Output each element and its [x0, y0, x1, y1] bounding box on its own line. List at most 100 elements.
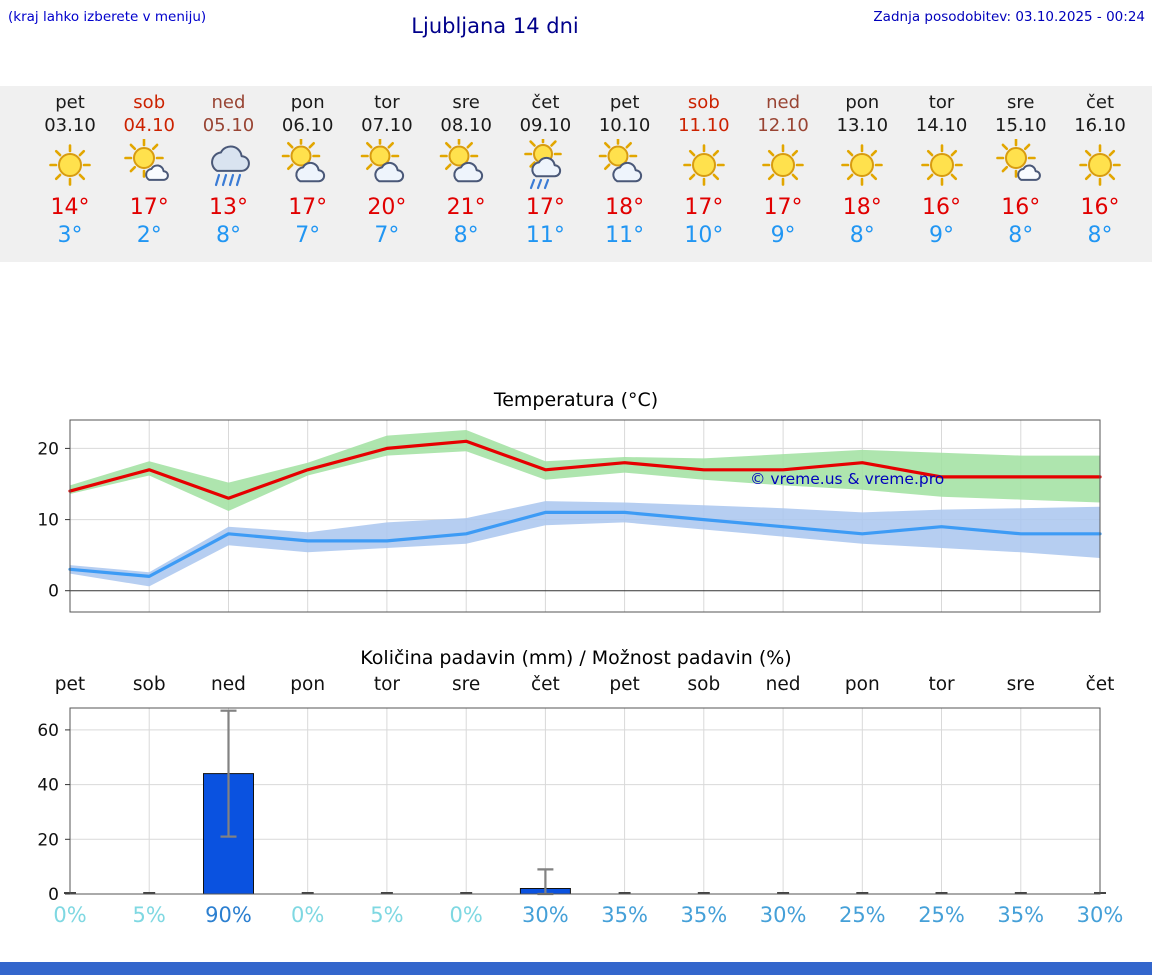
day-date: 15.10 [995, 114, 1047, 136]
day-high-temp: 18° [842, 195, 882, 220]
day-high-temp: 17° [129, 195, 169, 220]
precip-probability-row: 0% 5% 90% 0% 5% 0% 30% 35% 35% 30% 25% 25% 35% 30% [0, 903, 1152, 931]
precip-day-label: sob [687, 674, 721, 695]
forecast-day-10.10: pet 10.10 18° 11° [585, 92, 665, 248]
day-high-temp: 21° [446, 195, 486, 220]
sun-icon [30, 139, 110, 191]
day-name: pon [845, 92, 880, 113]
footer-bar [0, 962, 1152, 975]
day-name: pet [55, 92, 85, 113]
temp-y-tick-label: 0 [48, 582, 59, 602]
temperature-chart-title: Temperatura (°C) [493, 389, 659, 411]
precip-probability: 30% [759, 903, 807, 927]
sun-icon [822, 139, 902, 191]
min-temperature-range-band [70, 501, 1100, 587]
day-name: tor [374, 92, 400, 113]
forecast-day-04.10: sob 04.10 17° 2° [109, 92, 189, 248]
max-temperature-line [68, 439, 1102, 500]
precip-bar-zero [618, 892, 631, 894]
precip-bar-zero [697, 892, 710, 894]
sun-cloud-icon [268, 136, 348, 191]
precip-probability: 25% [918, 903, 965, 927]
precip-probability: 90% [205, 903, 252, 927]
rain-cloud-icon [188, 139, 268, 191]
precip-bar-zero [856, 892, 869, 894]
precip-bar-zero [143, 892, 156, 894]
day-high-temp: 16° [922, 195, 962, 220]
precip-day-label: ned [765, 674, 801, 695]
sun-cloud-icon [585, 136, 665, 191]
forecast-day-09.10: čet 09.10 17° 11° [505, 92, 585, 248]
temp-y-tick-label: 10 [37, 511, 59, 531]
precip-day-labels-row: pet sob ned pon tor sre čet pet sob ned pon tor sre č… [0, 674, 1152, 700]
precip-bar-zero [935, 892, 948, 894]
forecast-day-15.10: sre 15.10 16° 8° [981, 92, 1061, 248]
precip-y-tick-label: 20 [37, 830, 59, 850]
precip-error-bar [220, 709, 237, 838]
precip-day-label: pon [844, 674, 880, 695]
day-low-temp: 11° [605, 223, 645, 249]
precip-probability: 35% [997, 903, 1045, 927]
sun-cloud-icon [426, 136, 506, 191]
page-title: Ljubljana 14 dni [411, 14, 579, 38]
precip-probability: 5% [132, 903, 166, 927]
day-high-temp: 17° [684, 195, 724, 220]
sun-icon [743, 139, 823, 191]
precip-bar-zero [301, 892, 314, 894]
precip-bar-zero [1014, 892, 1027, 894]
precip-probability: 0% [53, 903, 87, 927]
day-low-temp: 7° [295, 223, 321, 249]
day-low-temp: 9° [929, 223, 955, 249]
precip-day-label: pet [609, 674, 640, 695]
min-temperature-line [68, 510, 1102, 578]
precip-probability: 35% [680, 903, 728, 927]
forecast-day-08.10: sre 08.10 21° 8° [426, 92, 506, 248]
sun-cloud-rain-icon [505, 135, 585, 191]
day-high-temp: 17° [288, 195, 328, 220]
day-name: sob [133, 92, 166, 113]
day-date: 09.10 [519, 114, 572, 136]
day-low-temp: 9° [770, 223, 796, 249]
day-date: 10.10 [598, 114, 651, 136]
forecast-day-11.10: sob 11.10 17° 10° [664, 92, 744, 248]
forecast-day-14.10: tor 14.10 16° 9° [902, 92, 982, 248]
day-high-temp: 18° [605, 195, 645, 220]
day-low-temp: 7° [374, 223, 400, 249]
precip-day-label: sob [132, 674, 166, 695]
day-name: čet [1085, 92, 1115, 113]
watermark-link[interactable]: © vreme.us & vreme.pro [750, 470, 944, 488]
day-low-temp: 11° [525, 223, 565, 249]
precip-probability: 30% [522, 903, 569, 927]
forecast-day-16.10: čet 16.10 16° 8° [1060, 92, 1140, 248]
day-high-temp: 16° [1080, 195, 1120, 220]
forecast-day-06.10: pon 06.10 17° 7° [268, 92, 348, 248]
day-name: sre [452, 92, 480, 113]
day-date: 04.10 [123, 114, 175, 136]
day-high-temp: 13° [208, 195, 248, 220]
day-date: 12.10 [757, 114, 809, 136]
max-temperature-range-band [70, 430, 1100, 511]
precip-y-tick-label: 0 [48, 885, 59, 900]
day-high-temp: 17° [763, 195, 803, 220]
forecast-day-05.10: ned 05.10 13° 8° [188, 92, 268, 248]
day-low-temp: 8° [1087, 223, 1113, 249]
day-high-temp: 17° [525, 195, 565, 220]
day-low-temp: 2° [136, 223, 162, 249]
day-high-temp: 14° [50, 195, 90, 220]
sun-small-cloud-icon [109, 138, 189, 191]
precip-day-label: sre [452, 674, 481, 695]
precip-day-label: čet [1085, 674, 1115, 695]
forecast-day-12.10: ned 12.10 17° 9° [743, 92, 823, 248]
precipitation-chart-title: Količina padavin (mm) / Možnost padavin … [360, 647, 792, 669]
precip-probability: 30% [1076, 903, 1124, 927]
precip-y-tick-label: 40 [37, 776, 59, 796]
day-name: sob [687, 92, 720, 113]
precip-day-label: sre [1006, 674, 1035, 695]
day-name: čet [531, 92, 560, 113]
forecast-strip: pet 03.10 14° 3° sob 04.10 17° 2° ned 05.10 13° 8° p… [0, 86, 1152, 262]
sun-small-cloud-icon [981, 138, 1061, 191]
precip-day-label: tor [928, 674, 955, 695]
day-date: 03.10 [44, 114, 96, 136]
last-update-label: Zadnja posodobitev: 03.10.2025 - 00:24 [873, 9, 1145, 25]
day-name: pet [609, 92, 640, 113]
